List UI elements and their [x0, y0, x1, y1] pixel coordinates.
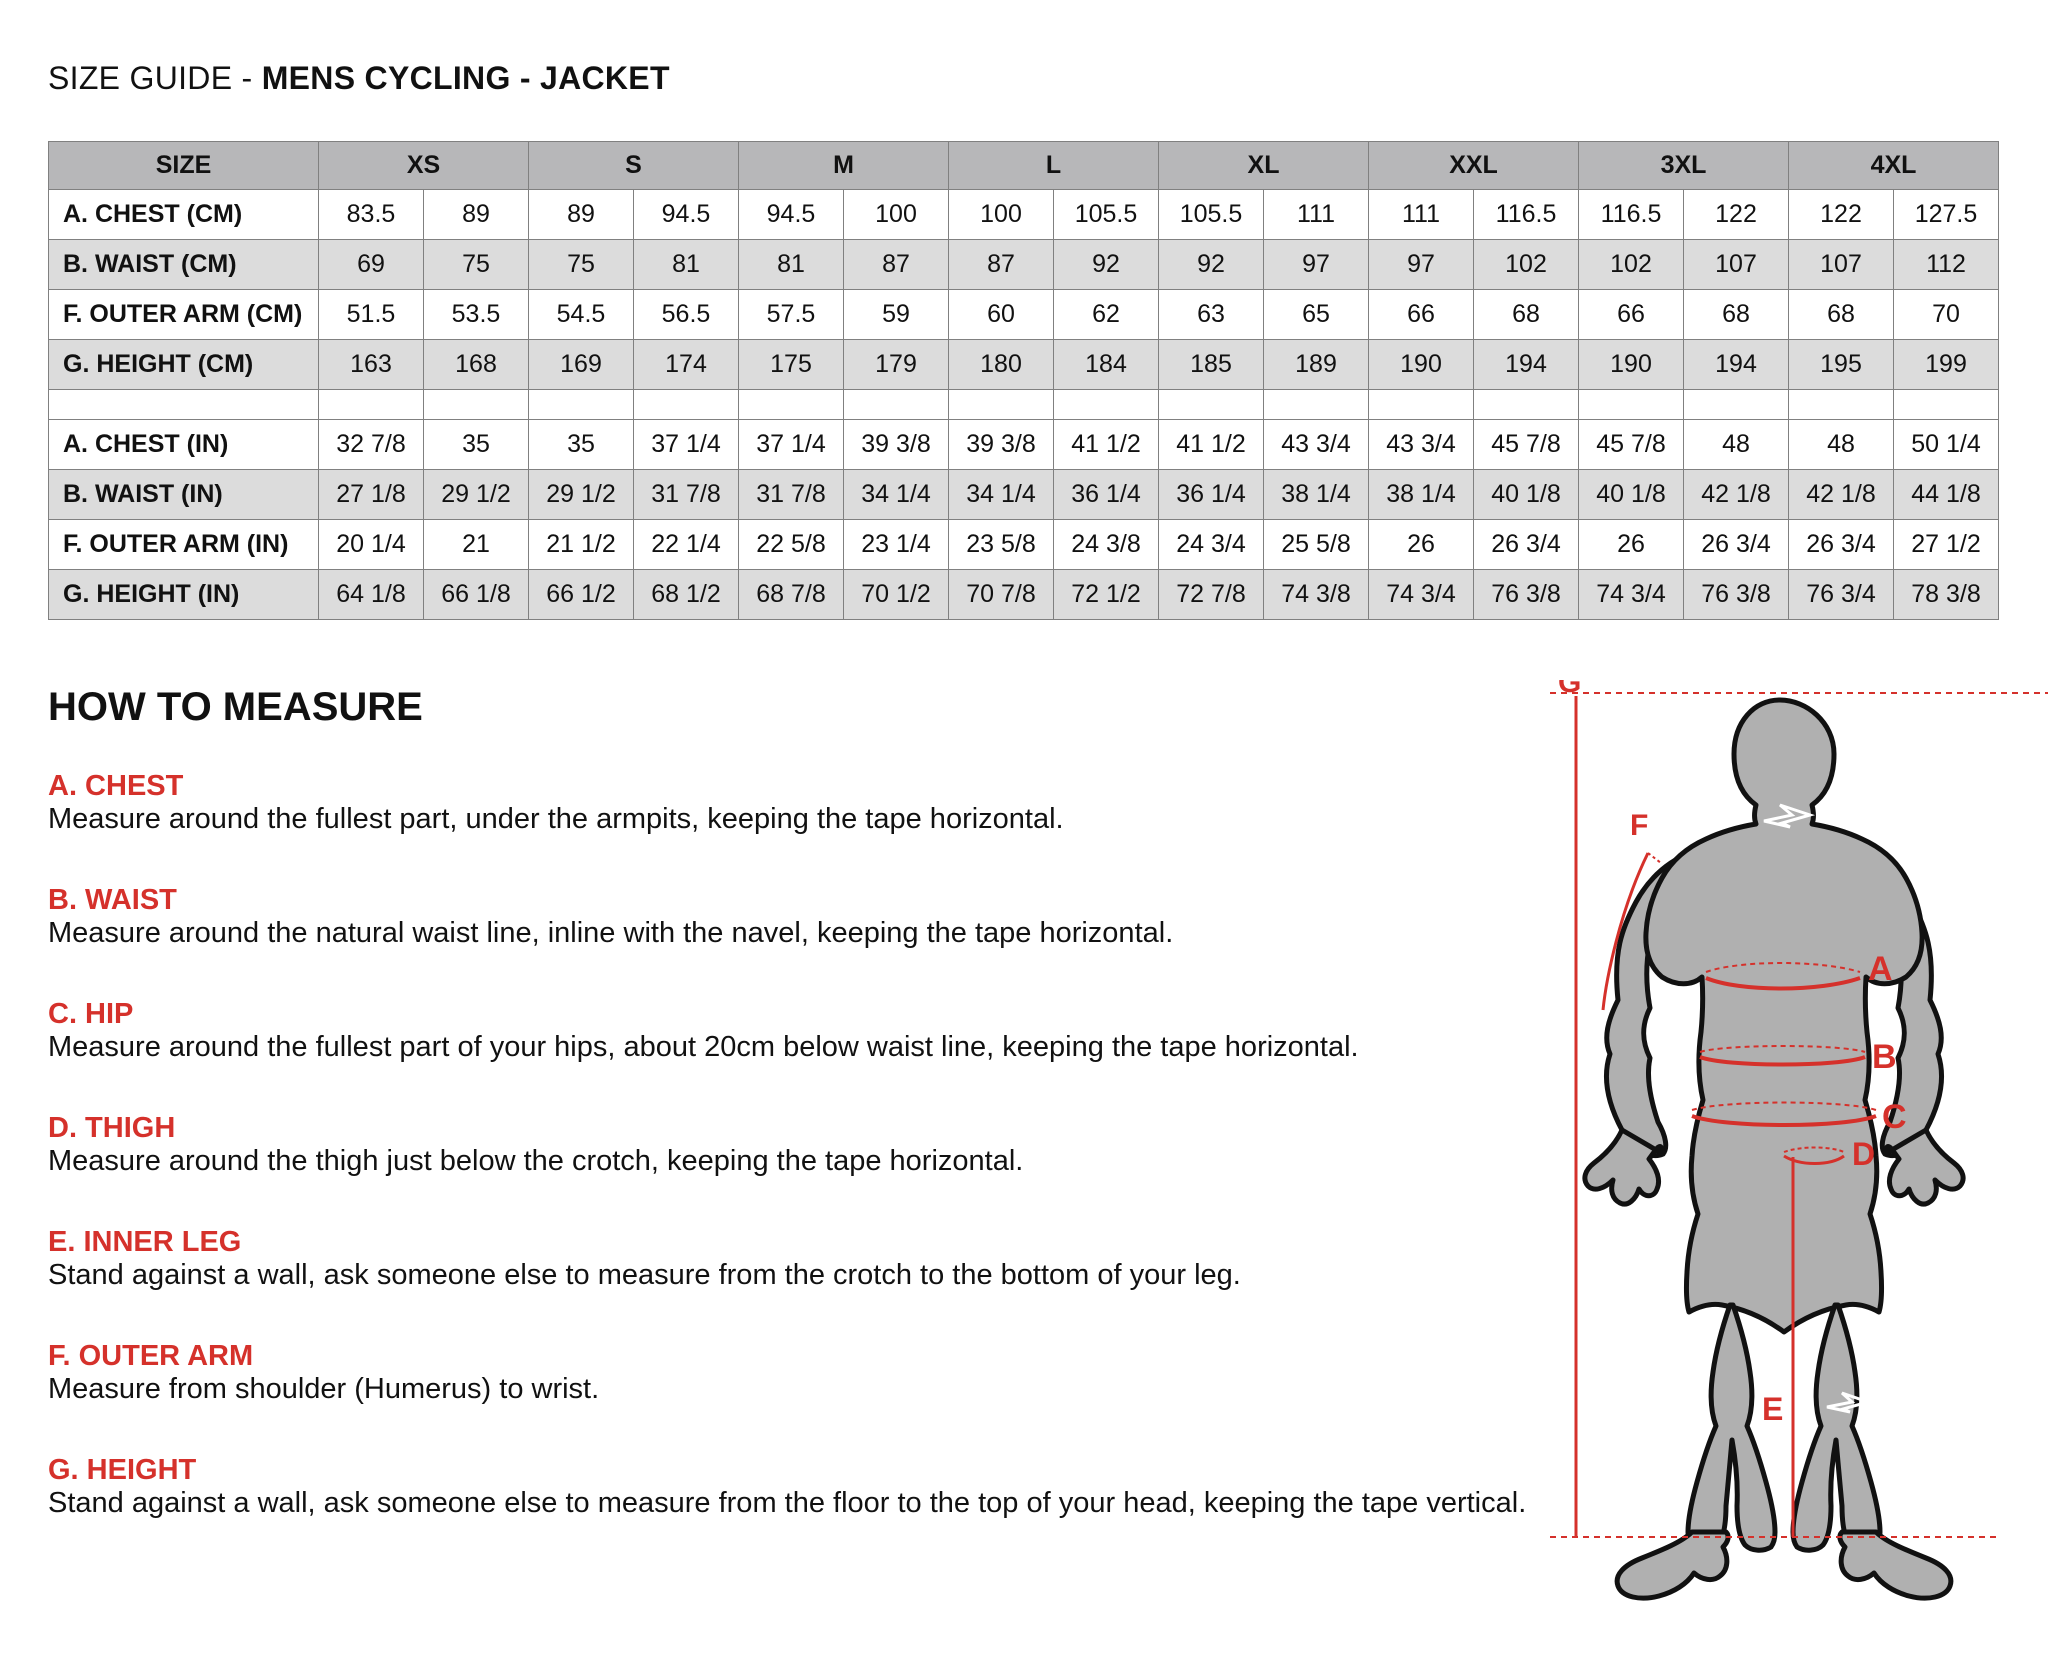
svg-text:B: B	[1872, 1038, 1897, 1076]
svg-text:G: G	[1558, 680, 1581, 699]
svg-text:A: A	[1868, 950, 1893, 988]
svg-text:D: D	[1852, 1136, 1875, 1172]
svg-text:F: F	[1630, 809, 1648, 842]
svg-text:C: C	[1882, 1098, 1907, 1136]
svg-text:E: E	[1762, 1391, 1783, 1427]
